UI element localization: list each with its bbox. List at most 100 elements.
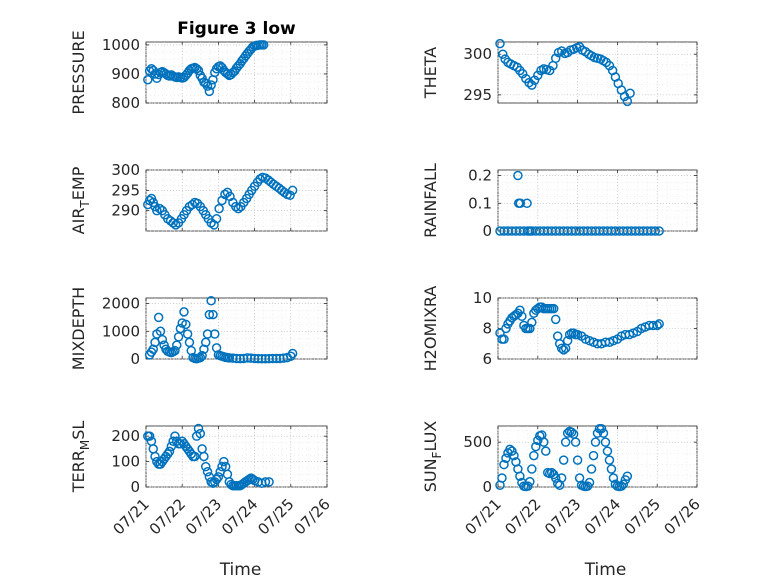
data-point bbox=[596, 423, 607, 434]
axes-frame bbox=[497, 41, 698, 104]
data-point bbox=[590, 437, 601, 447]
x-tick-label: 07/25 bbox=[254, 495, 297, 538]
y-tick-label: 290 bbox=[111, 202, 140, 220]
axes-2: 295 300 THETA bbox=[421, 38, 698, 107]
y-tick-label: 100 bbox=[111, 453, 140, 471]
y-tick-label: 295 bbox=[463, 86, 492, 104]
data-point bbox=[264, 353, 274, 364]
data-point bbox=[517, 311, 527, 322]
data-point bbox=[233, 203, 244, 214]
data-point bbox=[204, 86, 215, 97]
y-axis-label: AIRTEMP bbox=[69, 166, 92, 234]
x-tick-label: 07/22 bbox=[146, 495, 189, 538]
data-point bbox=[231, 353, 242, 364]
data-point bbox=[586, 464, 597, 474]
data-point bbox=[195, 428, 206, 439]
x-tick-label: 07/21 bbox=[110, 495, 153, 538]
y-tick-label: 900 bbox=[111, 65, 140, 83]
data-point bbox=[524, 77, 534, 88]
data-point bbox=[219, 456, 229, 467]
data-point bbox=[515, 305, 525, 315]
data-point bbox=[654, 226, 664, 236]
data-point bbox=[604, 455, 615, 465]
y-tick-label: 0.1 bbox=[468, 194, 492, 212]
data-point bbox=[204, 309, 215, 320]
data-point bbox=[248, 474, 258, 485]
data-point bbox=[199, 451, 209, 462]
x-tick-label: 07/26 bbox=[291, 495, 334, 538]
data-point bbox=[197, 350, 207, 361]
data-point bbox=[650, 226, 660, 236]
data-point bbox=[249, 353, 260, 364]
data-point bbox=[179, 307, 189, 317]
data-point bbox=[509, 450, 519, 461]
x-tick-label: 07/24 bbox=[218, 495, 261, 538]
x-tick-label: 07/21 bbox=[462, 495, 505, 538]
data-point bbox=[556, 343, 567, 354]
data-point bbox=[562, 335, 573, 346]
axes-4: 0 0.1 0.2 RAINFALL bbox=[421, 163, 698, 240]
data-point bbox=[560, 437, 571, 447]
data-point bbox=[600, 437, 611, 447]
data-point bbox=[622, 96, 633, 107]
y-axis-label: SUNFLUX bbox=[421, 421, 444, 493]
x-tick-label: 07/24 bbox=[581, 495, 624, 538]
y-tick-label: 295 bbox=[111, 181, 140, 199]
data-point bbox=[202, 467, 213, 477]
axes-1: 800 900 1000 PRESSURE Figure 3 low bbox=[69, 19, 328, 115]
data-point bbox=[220, 189, 230, 200]
data-point bbox=[150, 451, 160, 462]
data-point bbox=[498, 49, 508, 59]
data-point bbox=[260, 353, 271, 364]
data-point bbox=[648, 320, 658, 331]
data-point bbox=[217, 461, 227, 472]
y-tick-label: 0 bbox=[482, 222, 492, 240]
data-point bbox=[523, 481, 533, 491]
data-point bbox=[541, 446, 551, 456]
data-point bbox=[606, 464, 617, 474]
data-point bbox=[170, 345, 180, 356]
data-point bbox=[584, 477, 595, 488]
y-tick-label: 0 bbox=[130, 478, 140, 496]
x-tick-label: 07/23 bbox=[541, 495, 584, 538]
data-point bbox=[652, 320, 662, 331]
data-point bbox=[271, 353, 282, 364]
y-axis-label: H2OMIXRA bbox=[421, 286, 440, 372]
y-tick-label: 0 bbox=[482, 478, 492, 496]
data-point bbox=[562, 428, 573, 438]
y-tick-label: 0.2 bbox=[468, 167, 492, 185]
data-point bbox=[501, 453, 511, 464]
data-point bbox=[238, 353, 249, 364]
y-tick-label: 2000 bbox=[102, 295, 140, 313]
data-point bbox=[208, 309, 218, 320]
data-point bbox=[285, 190, 295, 200]
x-tick-label: 07/26 bbox=[661, 495, 704, 538]
data-point bbox=[144, 431, 155, 441]
y-axis-label: TERRMSL bbox=[69, 421, 92, 494]
data-point bbox=[162, 449, 173, 459]
data-point bbox=[144, 66, 155, 76]
y-tick-label: 6 bbox=[482, 350, 492, 368]
data-point bbox=[164, 446, 175, 457]
data-point bbox=[566, 427, 577, 438]
data-point bbox=[211, 474, 222, 485]
data-point bbox=[495, 38, 505, 49]
data-point bbox=[170, 431, 180, 441]
axes-5: 0 1000 2000 MIXDEPTH bbox=[69, 287, 328, 370]
data-point bbox=[155, 203, 165, 214]
data-point bbox=[625, 88, 635, 98]
data-point bbox=[260, 477, 271, 487]
data-point bbox=[287, 185, 298, 196]
data-point bbox=[598, 428, 609, 438]
data-point bbox=[548, 303, 559, 314]
data-point bbox=[608, 473, 619, 483]
data-point bbox=[531, 441, 541, 452]
data-point bbox=[206, 296, 216, 306]
y-axis-label: RAINFALL bbox=[421, 163, 440, 238]
data-point bbox=[190, 451, 200, 462]
data-point bbox=[175, 439, 186, 449]
data-point bbox=[157, 334, 168, 345]
y-tick-label: 1000 bbox=[102, 36, 140, 54]
